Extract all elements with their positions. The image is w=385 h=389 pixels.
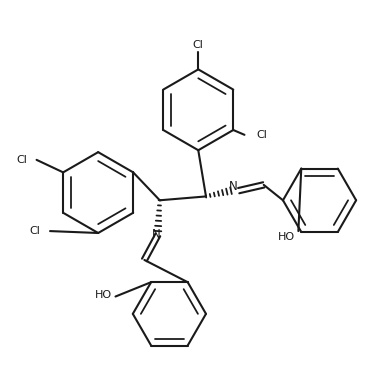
Text: HO: HO [95,289,112,300]
Text: HO: HO [278,232,295,242]
Text: Cl: Cl [256,130,267,140]
Text: Cl: Cl [193,40,204,50]
Text: Cl: Cl [16,155,27,165]
Text: N: N [229,180,237,193]
Text: N: N [152,228,160,242]
Text: Cl: Cl [30,226,40,236]
